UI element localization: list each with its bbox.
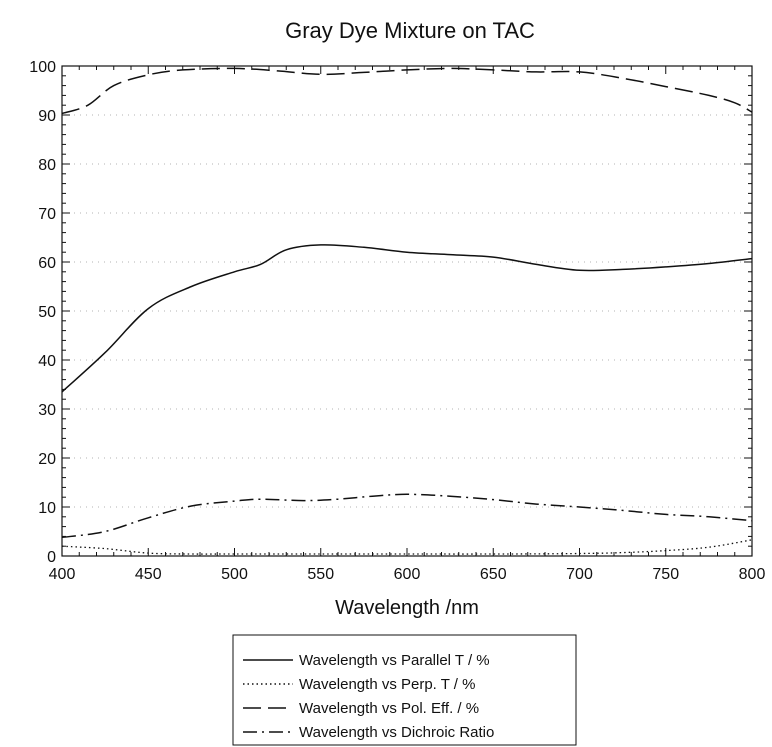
series-line-4 bbox=[61, 493, 753, 539]
grid bbox=[62, 114, 752, 508]
series-line-3 bbox=[61, 67, 753, 115]
x-tick-label: 700 bbox=[566, 566, 593, 583]
legend-label-3: Wavelength vs Pol. Eff. / % bbox=[299, 700, 479, 717]
y-tick-label: 20 bbox=[38, 451, 56, 468]
x-tick-labels: 400 450 500 550 600 650 700 750 800 bbox=[49, 566, 766, 583]
y-tick-label: 10 bbox=[38, 500, 56, 517]
y-tick-labels: 0 10 20 30 40 50 60 70 80 90 100 bbox=[29, 59, 56, 566]
legend-label-4: Wavelength vs Dichroic Ratio bbox=[299, 724, 494, 741]
y-tick-label: 40 bbox=[38, 353, 56, 370]
x-tick-label: 750 bbox=[652, 566, 679, 583]
axis-ticks bbox=[61, 65, 753, 557]
chart-title: Gray Dye Mixture on TAC bbox=[285, 18, 535, 43]
series-line-1 bbox=[61, 244, 753, 393]
y-tick-label: 0 bbox=[47, 549, 56, 566]
y-tick-label: 70 bbox=[38, 206, 56, 223]
legend-label-2: Wavelength vs Perp. T / % bbox=[299, 676, 475, 693]
y-tick-label: 100 bbox=[29, 59, 56, 76]
y-tick-label: 80 bbox=[38, 157, 56, 174]
x-tick-label: 400 bbox=[49, 566, 76, 583]
y-tick-label: 50 bbox=[38, 304, 56, 321]
x-tick-label: 450 bbox=[135, 566, 162, 583]
legend-label-1: Wavelength vs Parallel T / % bbox=[299, 652, 490, 669]
legend: Wavelength vs Parallel T / % Wavelength v… bbox=[232, 634, 577, 746]
x-axis-label: Wavelength /nm bbox=[335, 597, 479, 619]
series-layer bbox=[61, 67, 753, 555]
legend-box bbox=[232, 634, 577, 746]
x-tick-label: 800 bbox=[739, 566, 766, 583]
x-tick-label: 500 bbox=[221, 566, 248, 583]
plot-frame bbox=[61, 65, 753, 557]
x-tick-label: 650 bbox=[480, 566, 507, 583]
y-tick-label: 60 bbox=[38, 255, 56, 272]
y-tick-label: 30 bbox=[38, 402, 56, 419]
y-tick-label: 90 bbox=[38, 108, 56, 125]
x-tick-label: 550 bbox=[307, 566, 334, 583]
x-tick-label: 600 bbox=[394, 566, 421, 583]
